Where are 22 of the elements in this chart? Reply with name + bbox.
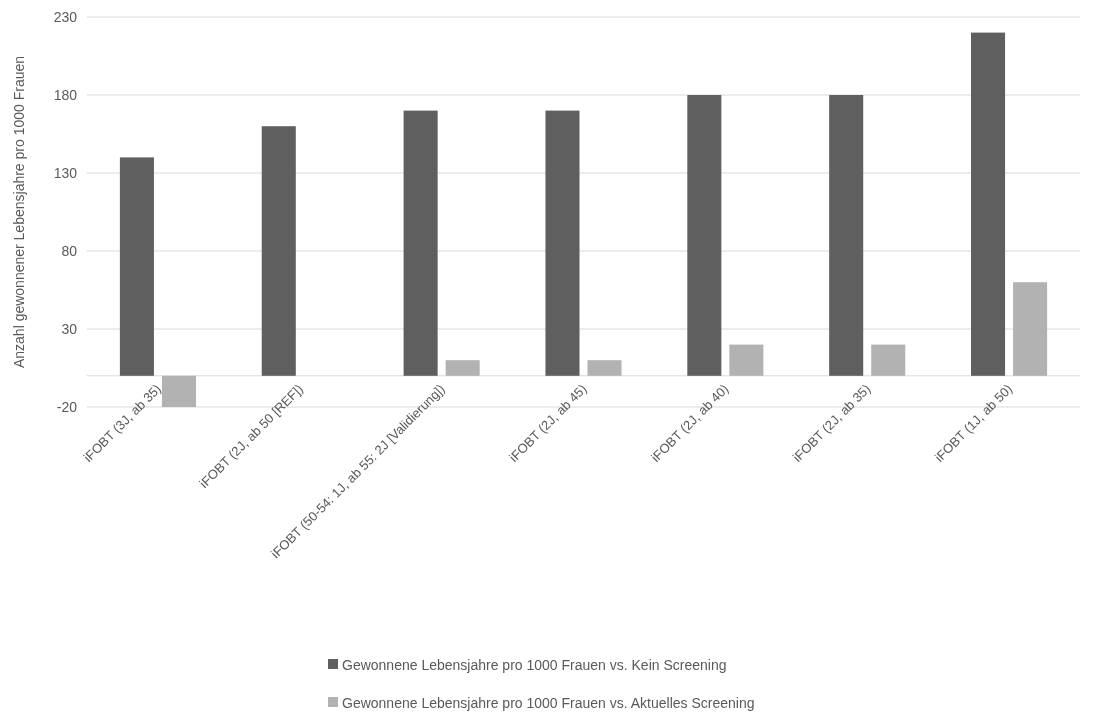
bar [261, 126, 296, 376]
bar [971, 32, 1006, 376]
y-tick-label: -20 [56, 398, 78, 415]
y-tick-label: 30 [61, 320, 78, 337]
bar [161, 375, 196, 407]
bar [545, 110, 580, 376]
legend-label: Gewonnene Lebensjahre pro 1000 Frauen vs. Aktuelles Screening [342, 694, 755, 711]
bar [829, 95, 864, 376]
legend-label: Gewonnene Lebensjahre pro 1000 Frauen vs. Kein Screening [342, 656, 727, 673]
bar [687, 95, 722, 376]
y-axis-title: Anzahl gewonnener Lebensjahre pro 1000 Frauen [11, 55, 27, 369]
bar [119, 157, 154, 376]
bar [1013, 282, 1048, 376]
y-tick-label: 230 [53, 8, 78, 25]
bar [729, 344, 764, 376]
bar [871, 344, 906, 376]
y-tick-label: 180 [53, 86, 78, 103]
bar [403, 110, 438, 376]
bar [587, 360, 622, 376]
y-tick-label: 130 [53, 164, 78, 181]
bar [445, 360, 480, 376]
y-tick-label: 80 [61, 242, 78, 259]
